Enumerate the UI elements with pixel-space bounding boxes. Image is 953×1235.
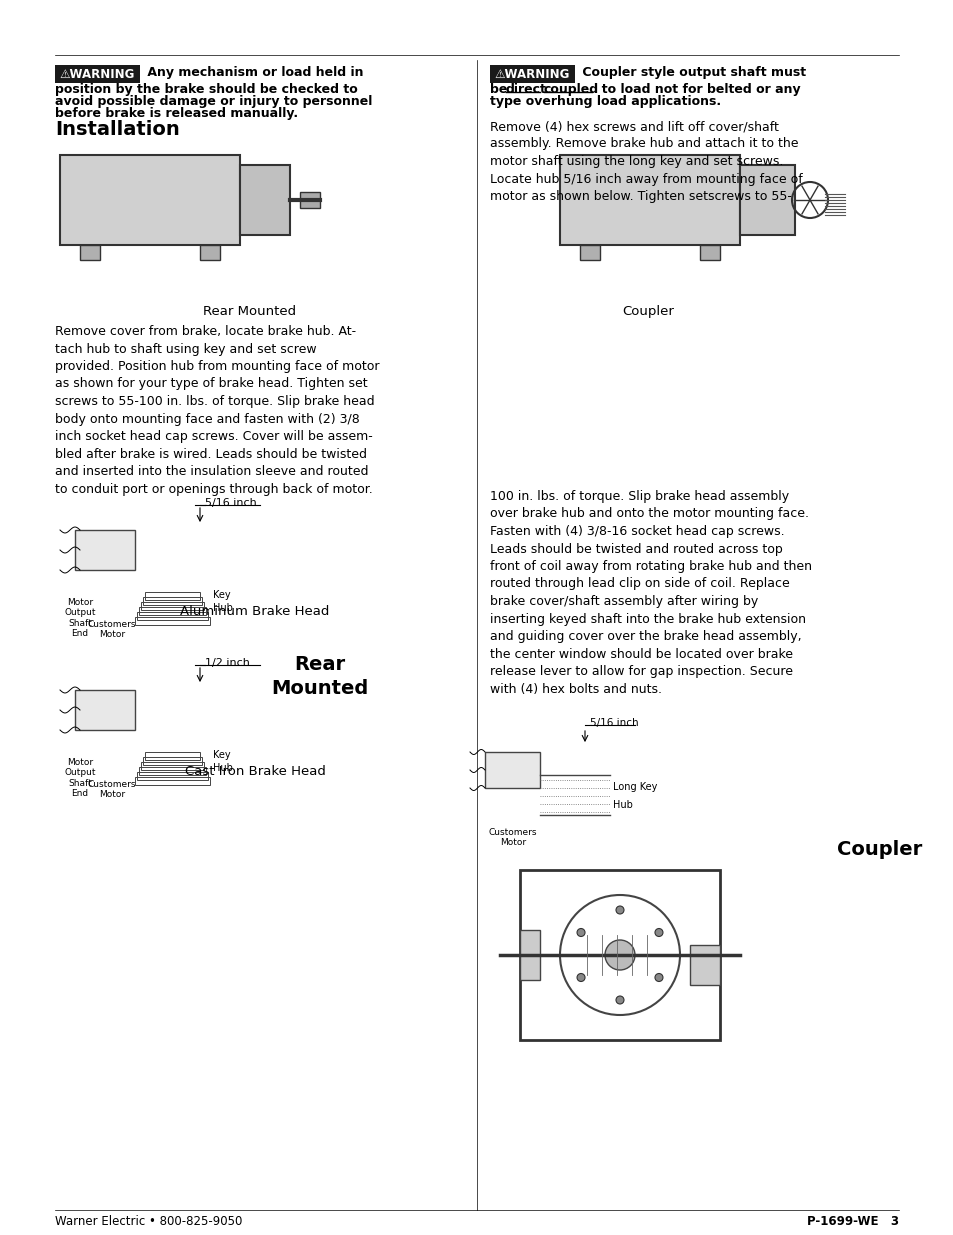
Text: position by the brake should be checked to: position by the brake should be checked … <box>55 83 357 96</box>
Text: Long Key: Long Key <box>613 782 657 792</box>
Text: coupled: coupled <box>543 83 598 96</box>
Bar <box>143 757 202 764</box>
Bar <box>579 245 599 261</box>
Circle shape <box>604 940 635 969</box>
Bar <box>141 601 204 610</box>
Text: Warner Electric • 800-825-9050: Warner Electric • 800-825-9050 <box>55 1215 242 1228</box>
Bar <box>80 245 100 261</box>
Text: avoid possible damage or injury to personnel: avoid possible damage or injury to perso… <box>55 95 372 107</box>
Bar <box>519 930 539 981</box>
Text: Rear
Mounted: Rear Mounted <box>271 655 368 698</box>
Text: before brake is released manually.: before brake is released manually. <box>55 107 297 120</box>
Bar <box>60 156 240 245</box>
Bar <box>519 869 720 1040</box>
Bar <box>484 752 539 788</box>
Text: Hub: Hub <box>613 800 632 810</box>
Bar <box>139 767 206 776</box>
Bar <box>139 606 206 615</box>
Bar <box>75 530 135 571</box>
Text: 5/16 inch: 5/16 inch <box>589 718 638 727</box>
Text: P-1699-WE   3: P-1699-WE 3 <box>806 1215 898 1228</box>
Text: Rear Mounted: Rear Mounted <box>203 305 296 317</box>
Text: Key: Key <box>213 590 231 600</box>
Text: 1/2 inch: 1/2 inch <box>205 658 250 668</box>
Bar <box>490 65 575 83</box>
Text: Installation: Installation <box>55 120 179 140</box>
Text: Motor
Output
Shaft
End: Motor Output Shaft End <box>64 598 95 638</box>
Text: Remove (4) hex screws and lift off cover/shaft
assembly. Remove brake hub and at: Remove (4) hex screws and lift off cover… <box>490 120 801 203</box>
Text: Customers
Motor: Customers Motor <box>88 781 136 799</box>
Text: 100 in. lbs. of torque. Slip brake head assembly
over brake hub and onto the mot: 100 in. lbs. of torque. Slip brake head … <box>490 490 811 695</box>
Text: Coupler style output shaft must: Coupler style output shaft must <box>578 65 805 79</box>
Text: ⚠WARNING: ⚠WARNING <box>494 68 569 80</box>
Text: 5/16 inch: 5/16 inch <box>205 498 256 508</box>
Text: Customers
Motor: Customers Motor <box>488 827 537 847</box>
Text: Remove cover from brake, locate brake hub. At-
tach hub to shaft using key and s: Remove cover from brake, locate brake hu… <box>55 325 379 495</box>
Bar <box>141 762 204 769</box>
Text: Customers
Motor: Customers Motor <box>88 620 136 640</box>
Circle shape <box>577 929 584 936</box>
Circle shape <box>655 973 662 982</box>
Text: Any mechanism or load held in: Any mechanism or load held in <box>143 65 363 79</box>
Text: Coupler: Coupler <box>621 305 673 317</box>
Text: Coupler: Coupler <box>837 840 922 860</box>
Text: Hub: Hub <box>213 763 233 773</box>
Bar <box>240 165 290 235</box>
Bar <box>75 690 135 730</box>
Bar <box>143 597 202 605</box>
Bar <box>145 592 200 600</box>
Text: Key: Key <box>213 750 231 760</box>
Text: Aluminum Brake Head: Aluminum Brake Head <box>180 605 330 618</box>
Bar <box>135 618 210 625</box>
Bar <box>299 191 319 207</box>
Bar <box>740 165 794 235</box>
Circle shape <box>616 906 623 914</box>
Circle shape <box>616 995 623 1004</box>
Text: direct: direct <box>505 83 546 96</box>
Text: be: be <box>490 83 511 96</box>
Text: Motor
Output
Shaft
End: Motor Output Shaft End <box>64 758 95 798</box>
Bar <box>559 156 740 245</box>
Bar <box>137 772 208 781</box>
Circle shape <box>577 973 584 982</box>
Bar <box>200 245 220 261</box>
Text: type overhung load applications.: type overhung load applications. <box>490 95 720 107</box>
Text: ⚠WARNING: ⚠WARNING <box>59 68 134 80</box>
Bar <box>137 613 208 620</box>
Bar <box>145 752 200 760</box>
Bar <box>689 945 720 986</box>
Text: Cast Iron Brake Head: Cast Iron Brake Head <box>184 764 325 778</box>
Circle shape <box>655 929 662 936</box>
Bar <box>55 65 140 83</box>
Bar <box>700 245 720 261</box>
Text: Hub: Hub <box>213 603 233 613</box>
Text: to load not for belted or any: to load not for belted or any <box>593 83 800 96</box>
Bar <box>135 777 210 785</box>
